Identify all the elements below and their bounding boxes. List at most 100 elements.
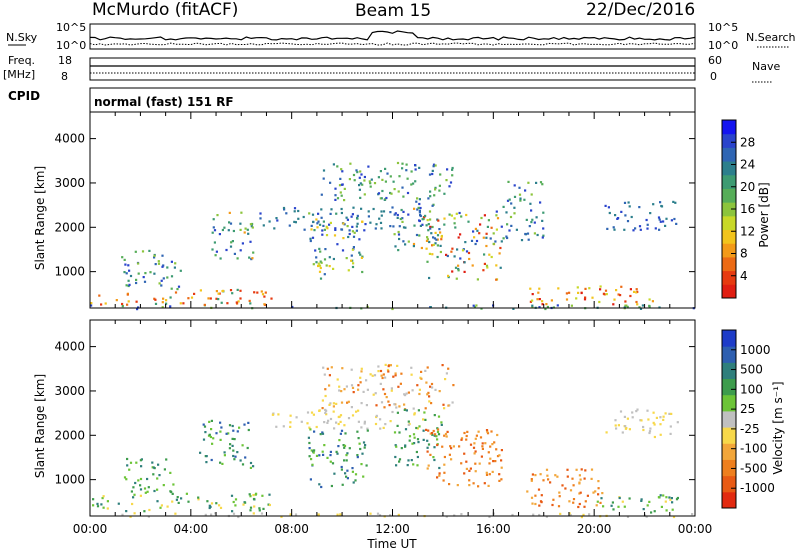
echo-cell: [533, 232, 536, 235]
colorbar-tick-label: 12: [740, 224, 755, 238]
echo-cell: [210, 419, 213, 422]
echo-cell: [407, 423, 410, 426]
echo-cell: [376, 512, 380, 515]
echo-cell: [638, 306, 641, 309]
echo-cell: [179, 302, 182, 305]
echo-cell: [670, 497, 673, 500]
echo-cell: [221, 462, 224, 465]
echo-cell: [319, 433, 322, 436]
echo-cell: [351, 467, 354, 470]
echo-cell: [217, 292, 220, 295]
echo-cell: [554, 474, 557, 477]
echo-cell: [664, 412, 667, 415]
echo-cell: [231, 424, 234, 428]
echo-cell: [289, 513, 292, 516]
echo-cell: [343, 446, 346, 449]
echo-cell: [542, 234, 545, 237]
echo-cell: [400, 208, 403, 212]
echo-cell: [420, 370, 423, 373]
echo-cell: [577, 291, 580, 294]
echo-cell: [407, 391, 410, 394]
colorbar-segment: [722, 243, 736, 258]
echo-cell: [203, 303, 206, 306]
echo-cell: [539, 181, 543, 184]
echo-cell: [584, 500, 587, 503]
echo-cell: [346, 225, 349, 228]
echo-cell: [495, 214, 498, 217]
echo-cell: [101, 497, 104, 500]
echo-cell: [610, 504, 613, 507]
echo-cell: [505, 211, 508, 214]
echo-cell: [202, 438, 206, 441]
echo-cell: [418, 219, 421, 222]
echo-cell: [397, 233, 401, 236]
echo-cell: [175, 498, 178, 501]
echo-cell: [367, 165, 370, 168]
echo-cell: [621, 500, 624, 503]
echo-cell: [256, 291, 259, 294]
echo-cell: [215, 290, 218, 293]
echo-cell: [473, 442, 476, 445]
power-panel: 1000 2000 3000 4000 Slant Range [km]: [33, 111, 696, 311]
echo-cell: [361, 183, 364, 186]
echo-cell: [512, 307, 515, 310]
echo-cell: [635, 291, 638, 294]
echo-cell: [454, 266, 458, 269]
nsearch-bottom-tick: 10^0: [708, 39, 738, 52]
echo-cell: [250, 225, 253, 228]
echo-cell: [328, 374, 331, 377]
echo-cell: [251, 226, 254, 229]
echo-cell: [357, 388, 360, 391]
echo-cell: [441, 364, 444, 367]
echo-cell: [338, 389, 341, 392]
echo-cell: [653, 510, 656, 513]
echo-cell: [474, 437, 477, 440]
echo-cell: [481, 447, 484, 450]
echo-cell: [247, 428, 250, 432]
echo-cell: [340, 168, 343, 171]
echo-cell: [469, 467, 472, 470]
echo-cell: [565, 292, 568, 295]
echo-cell: [448, 185, 451, 188]
echo-cell: [531, 299, 534, 302]
echo-cell: [428, 240, 431, 244]
echo-cell: [570, 304, 573, 307]
echo-cell: [381, 178, 384, 181]
echo-cell: [386, 368, 390, 372]
echo-cell: [566, 475, 569, 478]
y-tick-label: 2000: [54, 220, 85, 234]
echo-cell: [450, 250, 453, 253]
echo-cell: [407, 213, 410, 216]
echo-cell: [248, 493, 251, 496]
echo-cell: [239, 297, 242, 300]
echo-cell: [262, 224, 265, 227]
echo-cell: [350, 259, 353, 262]
colorbar-segment: [722, 215, 736, 231]
echo-cell: [433, 434, 436, 437]
echo-cell: [459, 257, 462, 260]
echo-cell: [293, 210, 296, 213]
echo-cell: [182, 302, 185, 305]
echo-cell: [429, 385, 432, 388]
echo-cell: [445, 179, 448, 182]
colorbar-tick-label: 500: [740, 363, 763, 377]
echo-cell: [530, 221, 533, 224]
echo-cell: [320, 216, 323, 219]
echo-cell: [254, 493, 257, 496]
echo-cell: [425, 428, 428, 431]
echo-cell: [123, 271, 126, 274]
echo-cell: [377, 176, 380, 179]
echo-cell: [481, 445, 484, 448]
echo-cell: [204, 431, 207, 434]
echo-cell: [418, 202, 421, 206]
echo-cell: [499, 246, 502, 250]
echo-cell: [467, 251, 471, 255]
echo-cell: [363, 179, 366, 182]
echo-cell: [664, 224, 667, 227]
echo-cell: [161, 306, 164, 309]
echo-cell: [623, 201, 627, 204]
echo-cell: [234, 455, 237, 458]
echo-cell: [448, 453, 451, 456]
echo-cell: [323, 273, 326, 276]
echo-cell: [401, 220, 404, 223]
